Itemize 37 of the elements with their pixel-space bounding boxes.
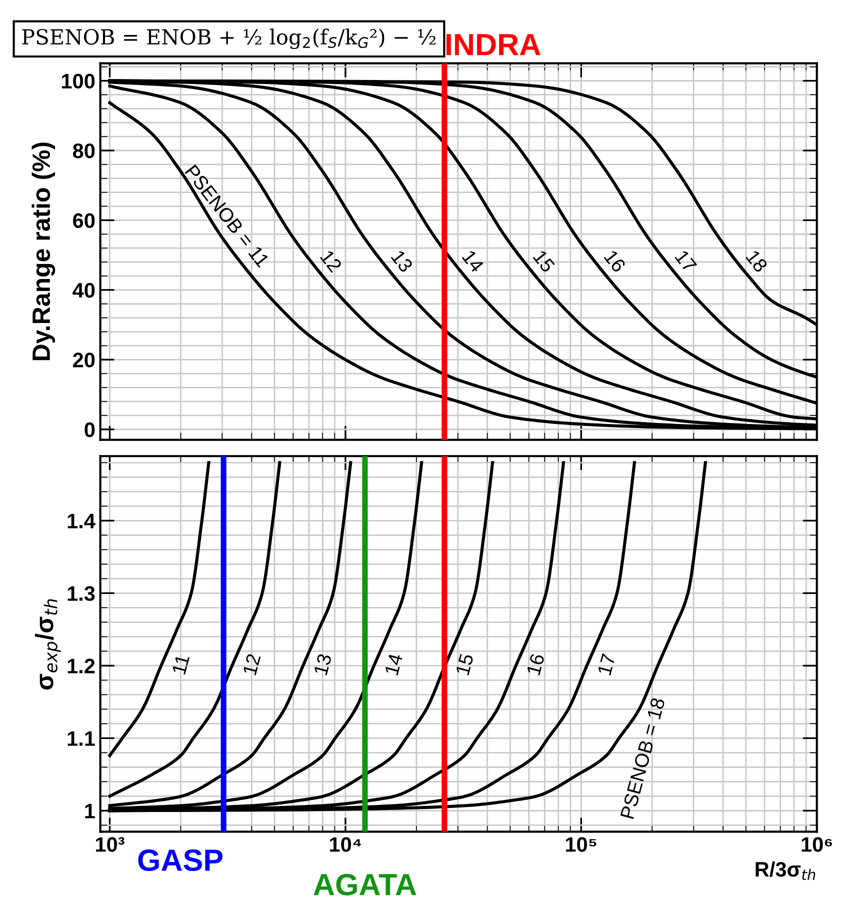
y-tick-label: 80 xyxy=(72,144,95,158)
text: 17 xyxy=(598,653,616,676)
x-axis-title: R/3σ$_{th}$ xyxy=(756,861,816,880)
text: 12 xyxy=(320,249,342,273)
y-tick-label: 1.1 xyxy=(68,731,95,746)
y-tick-label: 100 xyxy=(62,74,95,89)
x-tick-label: 10⁵ xyxy=(566,837,596,852)
text: 14 xyxy=(462,250,484,274)
text: PSENOB = ENOB + ½ log$_{2}$(f$_{S}$/k$_{G}$²) − ½ xyxy=(22,28,436,50)
ref-line-label: GASP xyxy=(138,849,223,872)
x-tick-label: 10⁶ xyxy=(802,837,832,852)
text: 16 xyxy=(526,653,545,676)
text: 14 xyxy=(384,652,403,676)
text: 17 xyxy=(674,250,698,273)
y-tick-label: 1.2 xyxy=(68,658,95,674)
y-axis-title: σ$_{exp}$/σ$_{th}$ xyxy=(34,599,61,690)
y-tick-label: 1.4 xyxy=(68,514,96,528)
y-tick-label: 60 xyxy=(73,213,95,228)
y-tick-label: 20 xyxy=(73,352,95,368)
y-tick-label: 1.3 xyxy=(68,586,95,601)
y-axis-title: Dy.Range ratio (%) xyxy=(32,142,56,360)
y-tick-label: 0 xyxy=(84,422,95,438)
text: 11 xyxy=(172,654,190,675)
text: PSENOB = 18 xyxy=(620,697,666,820)
ref-line-label: AGATA xyxy=(314,874,416,896)
text: 15 xyxy=(456,653,474,676)
y-tick-label: 1 xyxy=(85,804,95,818)
text: 13 xyxy=(314,653,332,676)
text: 16 xyxy=(604,249,626,274)
y-tick-label: 40 xyxy=(72,282,95,298)
ref-line-label: INDRA xyxy=(446,34,540,56)
x-tick-label: 10⁴ xyxy=(330,837,362,852)
x-tick-label: 10³ xyxy=(96,837,124,852)
legend-label: 18 xyxy=(746,249,768,274)
text: 13 xyxy=(390,249,414,274)
text: 12 xyxy=(242,653,261,676)
text: 15 xyxy=(532,250,556,274)
